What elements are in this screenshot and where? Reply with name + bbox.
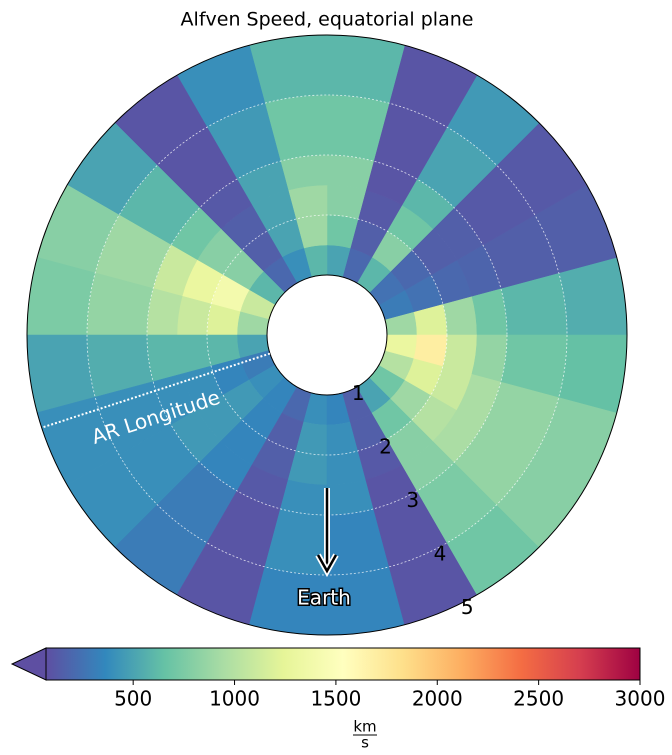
chart-title: Alfven Speed, equatorial plane [181, 9, 474, 31]
axis-ring [266, 274, 388, 396]
earth-label: Earth [297, 586, 351, 610]
axis-ring [26, 34, 628, 636]
r-tick-label: 4 [434, 541, 447, 565]
colorbar-extension [10, 647, 47, 681]
r-tick-label: 1 [352, 381, 365, 405]
colorbar-label-denominator: s [361, 734, 369, 752]
colorbar-label-numerator: km [353, 718, 376, 736]
heatmap-cell [326, 479, 374, 516]
ar-longitude-line [41, 352, 271, 429]
colorbar-tick-label: 1000 [209, 687, 260, 711]
heatmap-cell [280, 479, 328, 516]
r-tick-label: 5 [461, 595, 474, 619]
grid-ring [146, 154, 508, 516]
earth-arrowhead [316, 554, 338, 574]
r-tick-label: 2 [379, 434, 392, 458]
heatmap-cell [146, 334, 183, 382]
colorbar-tick-label: 3000 [615, 687, 666, 711]
colorbar [45, 647, 641, 681]
grid-ring [206, 214, 448, 456]
heatmap-cell [326, 154, 374, 191]
heatmap-cell [280, 154, 328, 191]
heatmap-cell [471, 288, 508, 336]
r-tick-label: 3 [406, 488, 419, 512]
heatmap-cell [471, 334, 508, 382]
colorbar-tick-label: 2000 [412, 687, 463, 711]
colorbar-tick-label: 500 [114, 687, 152, 711]
colorbar-tick-label: 1500 [310, 687, 361, 711]
heatmap-cell [146, 288, 183, 336]
colorbar-tick-label: 2500 [513, 687, 564, 711]
